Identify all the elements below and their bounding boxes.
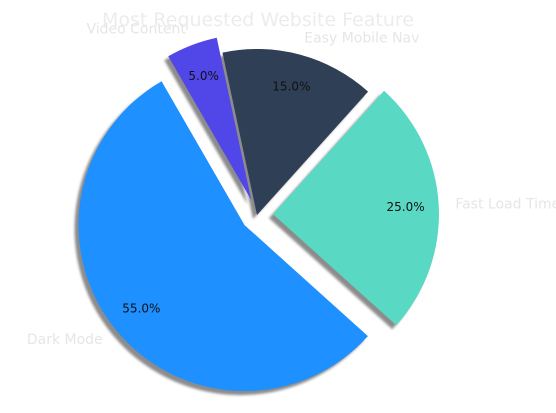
pie-category-label-easy-mobile-nav: Easy Mobile Nav: [304, 31, 419, 47]
pie-slice-video-content: [168, 37, 252, 201]
label-layer: 55.0% Dark Mode 25.0% Fast Load Times 15.0% E…: [27, 22, 556, 348]
pie-pct-label-easy-mobile-nav: 15.0%: [272, 80, 310, 94]
slice-layer: [78, 37, 439, 392]
pie-pct-label-video-content: 5.0%: [188, 69, 219, 83]
pie-category-label-video-content: Video Content: [86, 22, 186, 38]
pie-slice-fast-load-times: [272, 90, 439, 326]
pie-slice-dark-mode: [78, 81, 368, 392]
pie-pct-label-fast-load-times: 25.0%: [387, 200, 425, 214]
pie-category-label-fast-load-times: Fast Load Times: [455, 197, 556, 213]
chart-title: Most Requested Website Feature: [102, 9, 414, 31]
pie-category-label-dark-mode: Dark Mode: [27, 332, 103, 348]
pie-pct-label-dark-mode: 55.0%: [122, 302, 160, 316]
pie-slice-easy-mobile-nav: [222, 49, 369, 215]
